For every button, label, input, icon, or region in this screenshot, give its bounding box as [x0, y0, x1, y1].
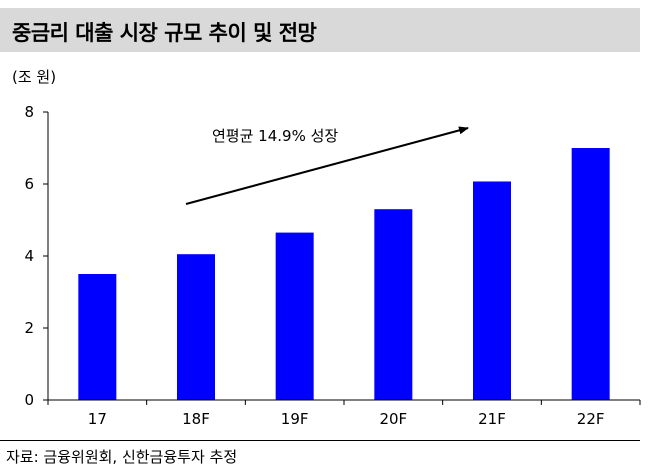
x-tick-label: 22F [577, 410, 605, 428]
x-tick-label: 20F [379, 410, 407, 428]
x-tick-label: 19F [281, 410, 309, 428]
y-tick-label: 2 [24, 319, 34, 337]
trend-arrow [185, 126, 469, 205]
bar-18F [177, 254, 215, 400]
x-tick-label: 17 [88, 410, 107, 428]
source-text: 자료: 금융위원회, 신한금융투자 추정 [6, 448, 238, 466]
bar-19F [275, 232, 314, 400]
bar-17 [78, 274, 117, 400]
annotation-text: 연평균 14.9% 성장 [212, 127, 338, 145]
y-tick-label: 6 [24, 175, 34, 193]
y-tick-label: 8 [24, 103, 34, 121]
y-tick-label: 0 [24, 391, 34, 409]
x-tick-label: 18F [182, 410, 210, 428]
chart-title: 중금리 대출 시장 규모 추이 및 전망 [12, 21, 317, 45]
bar-chart: 0 2 4 6 8 17 18F 19F 20F 21F 22F 연평균 14.9% 성장 [24, 103, 641, 428]
bar-20F [374, 209, 413, 400]
y-tick-label: 4 [24, 247, 34, 265]
bar-22F [571, 148, 610, 400]
x-tick-label: 21F [478, 410, 506, 428]
source-divider [0, 440, 640, 441]
title-bar: 중금리 대출 시장 규모 추이 및 전망 [0, 8, 640, 52]
bar-21F [473, 181, 511, 400]
unit-label: (조 원) [12, 68, 57, 86]
